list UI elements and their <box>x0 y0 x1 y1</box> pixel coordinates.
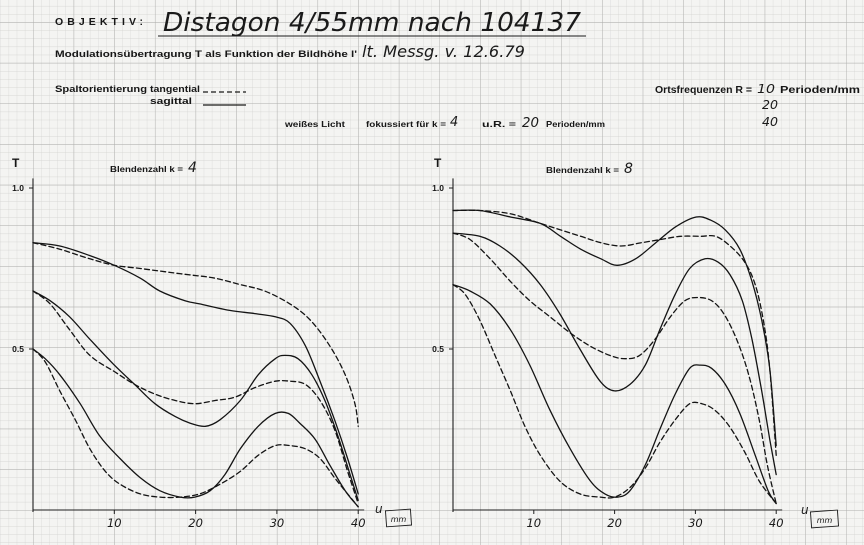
frequency-value-3: 40 <box>762 115 778 129</box>
x-tick-label: 30 <box>688 516 703 530</box>
x-tick-label: 20 <box>607 516 622 530</box>
y-tick-label: 1.0 <box>432 183 444 193</box>
chart-k4: T Blendenzahl k = 4 u mm 1.0 0.5 10 20 30 40 <box>12 156 413 530</box>
y-axis-label: T <box>12 156 20 170</box>
curve-tangential-r40 <box>452 283 777 505</box>
y-tick-label: 0.5 <box>432 344 444 354</box>
frequency-value-1: 10 <box>757 82 775 96</box>
x-axis-unit-box <box>384 508 413 528</box>
x-tick-label: 30 <box>270 516 285 530</box>
y-axis-label: T <box>434 156 442 170</box>
frequencies-label: Ortsfrequenzen R = <box>655 85 752 96</box>
curve-sagittal-r40 <box>32 348 359 508</box>
x-tick-label: 40 <box>769 516 784 530</box>
chart-title: Blendenzahl k = <box>546 165 619 175</box>
chart-aperture-value: 4 <box>188 160 197 176</box>
ur-value: 20 <box>522 116 539 131</box>
focus-value: 4 <box>450 115 458 130</box>
frequencies-unit: Perioden/mm <box>780 85 860 96</box>
curve-tangential-r10 <box>32 242 359 427</box>
x-tick-label: 10 <box>526 516 541 530</box>
subtitle: Modulationsübertragung T als Funktion de… <box>55 49 357 60</box>
x-axis-unit: mm <box>817 516 833 525</box>
x-axis-label: u <box>801 503 809 517</box>
x-axis-unit: mm <box>391 515 407 524</box>
measurement-note: lt. Messg. v. 12.6.79 <box>362 42 525 61</box>
lens-name: Distagon 4/55mm nach 104137 <box>163 8 581 38</box>
x-tick-label: 40 <box>351 516 366 530</box>
chart-aperture-value: 8 <box>624 161 633 177</box>
x-tick-label: 20 <box>188 516 203 530</box>
ur-unit: Perioden/mm <box>546 119 605 129</box>
x-axis-label: u <box>375 502 383 516</box>
curve-tangential-r40 <box>32 348 359 508</box>
focus-label: fokussiert für k = <box>366 119 446 129</box>
legend-sagittal-label: sagittal <box>150 96 192 107</box>
curve-tangential-r20 <box>32 290 359 505</box>
light-condition: weißes Licht <box>284 119 345 129</box>
chart-k8: T Blendenzahl k = 8 u mm 1.0 0.5 10 20 30 40 <box>432 156 840 530</box>
ur-label: u.R. = <box>482 119 516 129</box>
curve-sagittal-r10 <box>32 242 359 495</box>
chart-title: Blendenzahl k = <box>110 164 183 174</box>
y-tick-label: 1.0 <box>12 183 24 193</box>
curve-sagittal-r40 <box>452 283 777 505</box>
x-axis-unit-box <box>809 509 840 529</box>
curve-sagittal-r20 <box>32 290 359 501</box>
curve-tangential-r20 <box>452 232 777 505</box>
frequency-value-2: 20 <box>762 98 778 112</box>
objektiv-label: OBJEKTIV: <box>55 16 143 28</box>
legend-prefix: Spaltorientierung <box>55 84 147 95</box>
legend-tangential-label: tangential <box>150 84 200 95</box>
curve-sagittal-r20 <box>452 232 777 476</box>
y-tick-label: 0.5 <box>12 344 24 354</box>
x-tick-label: 10 <box>107 516 122 530</box>
curve-sagittal-r10 <box>452 209 777 447</box>
